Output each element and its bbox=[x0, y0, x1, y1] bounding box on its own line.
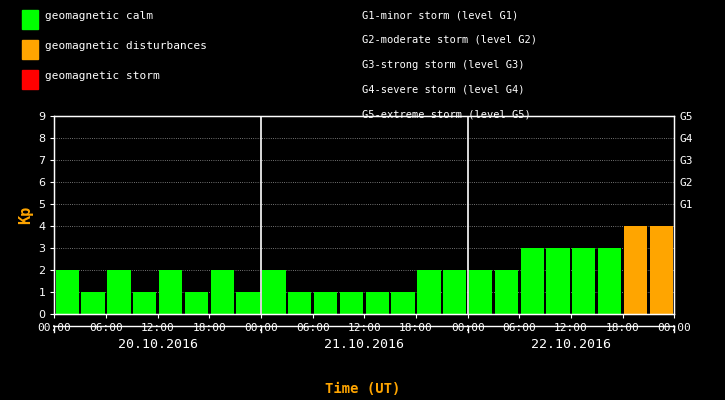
Text: geomagnetic disturbances: geomagnetic disturbances bbox=[45, 41, 207, 51]
Bar bbox=[521, 248, 544, 314]
Text: geomagnetic calm: geomagnetic calm bbox=[45, 11, 153, 21]
Text: 21.10.2016: 21.10.2016 bbox=[324, 338, 405, 351]
Bar bbox=[81, 292, 104, 314]
Bar bbox=[469, 270, 492, 314]
Text: 22.10.2016: 22.10.2016 bbox=[531, 338, 611, 351]
Bar bbox=[340, 292, 363, 314]
Bar bbox=[236, 292, 260, 314]
Bar bbox=[56, 270, 79, 314]
Bar bbox=[185, 292, 208, 314]
Bar bbox=[288, 292, 311, 314]
Bar bbox=[650, 226, 673, 314]
Bar bbox=[547, 248, 570, 314]
Bar bbox=[314, 292, 337, 314]
Text: G4-severe storm (level G4): G4-severe storm (level G4) bbox=[362, 84, 525, 94]
Text: G2-moderate storm (level G2): G2-moderate storm (level G2) bbox=[362, 35, 537, 45]
Text: G3-strong storm (level G3): G3-strong storm (level G3) bbox=[362, 60, 525, 70]
Bar bbox=[211, 270, 234, 314]
Bar bbox=[107, 270, 130, 314]
Bar bbox=[133, 292, 157, 314]
Text: geomagnetic storm: geomagnetic storm bbox=[45, 71, 160, 81]
Bar bbox=[598, 248, 621, 314]
Text: G5-extreme storm (level G5): G5-extreme storm (level G5) bbox=[362, 109, 531, 119]
Text: G1-minor storm (level G1): G1-minor storm (level G1) bbox=[362, 10, 519, 20]
Bar bbox=[392, 292, 415, 314]
Bar bbox=[262, 270, 286, 314]
Bar bbox=[365, 292, 389, 314]
Bar bbox=[624, 226, 647, 314]
Bar bbox=[159, 270, 182, 314]
Text: 20.10.2016: 20.10.2016 bbox=[117, 338, 198, 351]
Bar bbox=[443, 270, 466, 314]
Y-axis label: Kp: Kp bbox=[17, 206, 33, 224]
Text: Time (UT): Time (UT) bbox=[325, 382, 400, 396]
Bar bbox=[418, 270, 441, 314]
Bar bbox=[572, 248, 595, 314]
Bar bbox=[494, 270, 518, 314]
